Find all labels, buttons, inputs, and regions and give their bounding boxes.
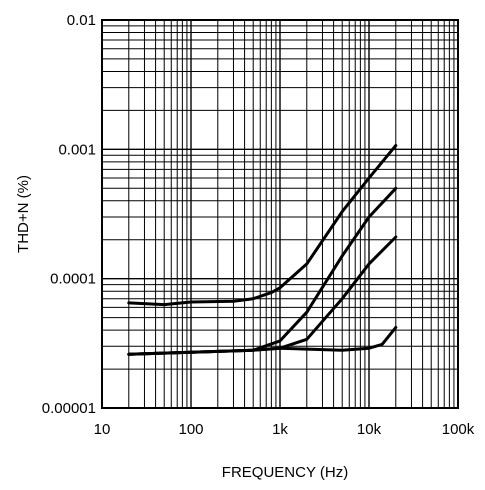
x-tick-label: 10k	[357, 421, 382, 438]
x-tick-label: 10	[94, 421, 111, 438]
series-group	[127, 144, 398, 356]
x-tick-label: 100k	[442, 421, 475, 438]
plot-frame	[101, 19, 459, 409]
x-tick-labels: 10 100 1k 10k 100k	[94, 421, 475, 438]
y-tick-label: 0.00001	[42, 400, 96, 417]
y-tick-label: 0.001	[58, 141, 96, 158]
y-axis-label: THD+N (%)	[15, 175, 32, 253]
x-tick-label: 1k	[272, 421, 288, 438]
x-axis-label: FREQUENCY (Hz)	[222, 464, 348, 481]
x-tick-label: 100	[178, 421, 203, 438]
y-tick-labels: 0.01 0.001 0.0001 0.00001	[42, 12, 96, 417]
series-line-1	[127, 144, 398, 307]
y-tick-label: 0.0001	[50, 271, 96, 288]
chart-grid	[101, 20, 458, 409]
y-tick-label: 0.01	[67, 12, 96, 29]
series-line-4	[127, 325, 398, 356]
series-line-2	[127, 186, 398, 356]
